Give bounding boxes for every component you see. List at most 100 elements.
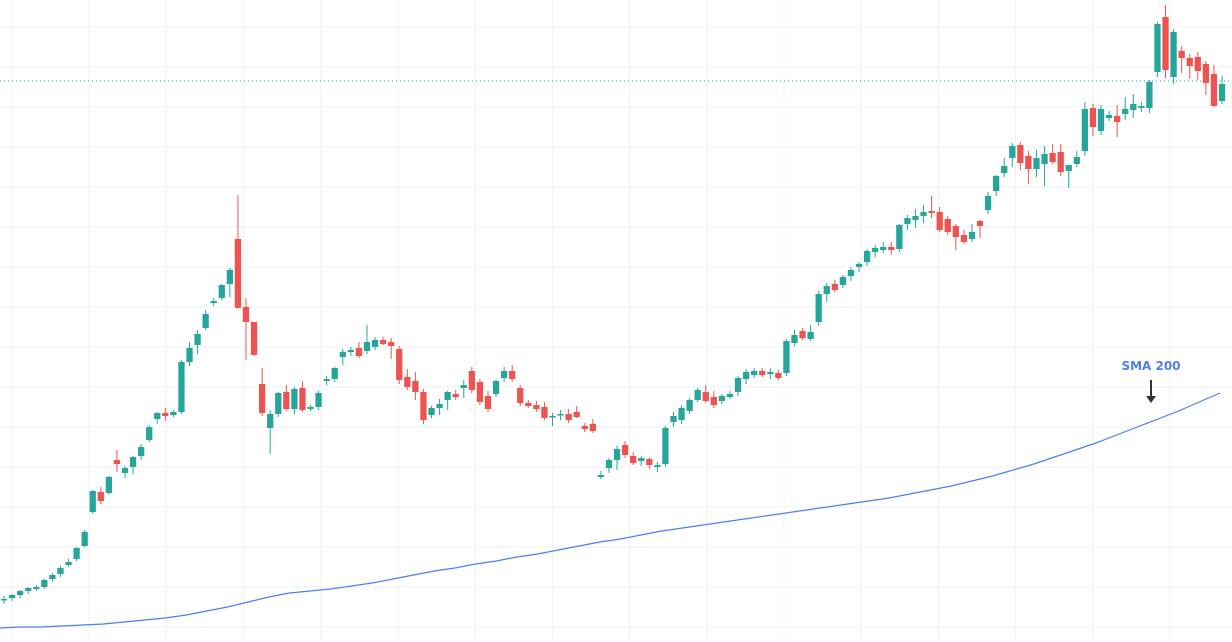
candle-body [379, 340, 387, 344]
candle [355, 342, 363, 358]
candle-body [404, 377, 411, 387]
candle-body [113, 460, 121, 464]
candle [388, 338, 395, 359]
candle [1041, 146, 1048, 186]
candle [928, 196, 935, 218]
candle-body [8, 595, 16, 598]
candle [807, 325, 814, 341]
candle [1057, 144, 1064, 176]
candle-body [492, 381, 500, 394]
candle-body [678, 408, 685, 420]
candle-body [194, 334, 201, 345]
candle-body [831, 284, 838, 290]
candle [170, 410, 177, 417]
candle [557, 410, 564, 420]
candle [476, 379, 484, 405]
candle [831, 280, 838, 292]
candle [573, 406, 580, 418]
candle [823, 283, 830, 302]
candle [412, 372, 419, 400]
candle-body [315, 393, 322, 407]
candle-body [557, 414, 564, 416]
candle [1122, 97, 1129, 120]
candle-body [597, 475, 605, 477]
candle-body [81, 532, 88, 546]
candle [702, 385, 709, 403]
candle-body [654, 465, 661, 467]
candle-body [573, 412, 580, 417]
candle [1073, 151, 1080, 167]
candle [710, 391, 717, 408]
candle [920, 205, 927, 223]
candle-body [670, 416, 677, 422]
candle [371, 337, 379, 350]
candle-body [565, 414, 572, 420]
candle-body [41, 580, 48, 587]
candle-body [904, 218, 911, 224]
candle [73, 547, 80, 561]
candle-body [1057, 152, 1064, 172]
candle [162, 408, 169, 421]
candle-body [581, 426, 588, 429]
candle-body [129, 457, 137, 467]
candle-body [1218, 84, 1226, 101]
candles [0, 5, 1226, 604]
candle [41, 579, 48, 589]
candle [694, 388, 701, 402]
candle-body [968, 232, 976, 239]
candle-body [896, 225, 903, 249]
candle-body [767, 372, 774, 374]
candle [468, 367, 475, 393]
candle [565, 409, 572, 423]
candle-body [363, 342, 371, 351]
candle [0, 596, 8, 604]
candle-body [468, 371, 475, 390]
candle [767, 368, 774, 379]
candle [436, 399, 443, 415]
candle [89, 490, 96, 514]
candle [97, 487, 104, 504]
candle [1130, 94, 1137, 118]
candle-body [1178, 51, 1185, 58]
candle [460, 380, 467, 398]
candle [234, 195, 242, 309]
candle-body [355, 348, 363, 356]
candle [339, 349, 346, 365]
sma-200-label: SMA 200 [1121, 359, 1180, 373]
candle [888, 242, 895, 255]
candle-body [275, 393, 282, 414]
candle [847, 267, 855, 281]
candle [678, 405, 685, 424]
candle [944, 216, 951, 235]
sma-annotation: SMA 200 [1121, 359, 1181, 403]
candle-body [73, 548, 80, 559]
candle-body [847, 270, 855, 276]
candle [597, 471, 605, 479]
candle [323, 376, 330, 385]
candle [250, 322, 258, 356]
candle-body [428, 408, 435, 415]
candle-body [1065, 165, 1072, 171]
candle [533, 401, 540, 412]
candle-body [218, 285, 225, 298]
candle-body [242, 307, 250, 322]
candle-body [621, 445, 629, 455]
arrow-down-icon [1146, 380, 1156, 403]
candle [984, 192, 992, 214]
candle [420, 389, 427, 424]
candle [137, 444, 145, 460]
candle-body [1001, 166, 1008, 173]
candle-body [517, 388, 524, 403]
candle-body [16, 591, 24, 595]
candle [1138, 102, 1145, 112]
candle-body [992, 176, 1000, 191]
candle-body [388, 342, 395, 346]
candle [404, 369, 411, 390]
candle [646, 457, 653, 469]
candle-body [476, 382, 484, 402]
candle [726, 391, 734, 399]
candle-body [89, 491, 96, 512]
candle [16, 590, 24, 598]
